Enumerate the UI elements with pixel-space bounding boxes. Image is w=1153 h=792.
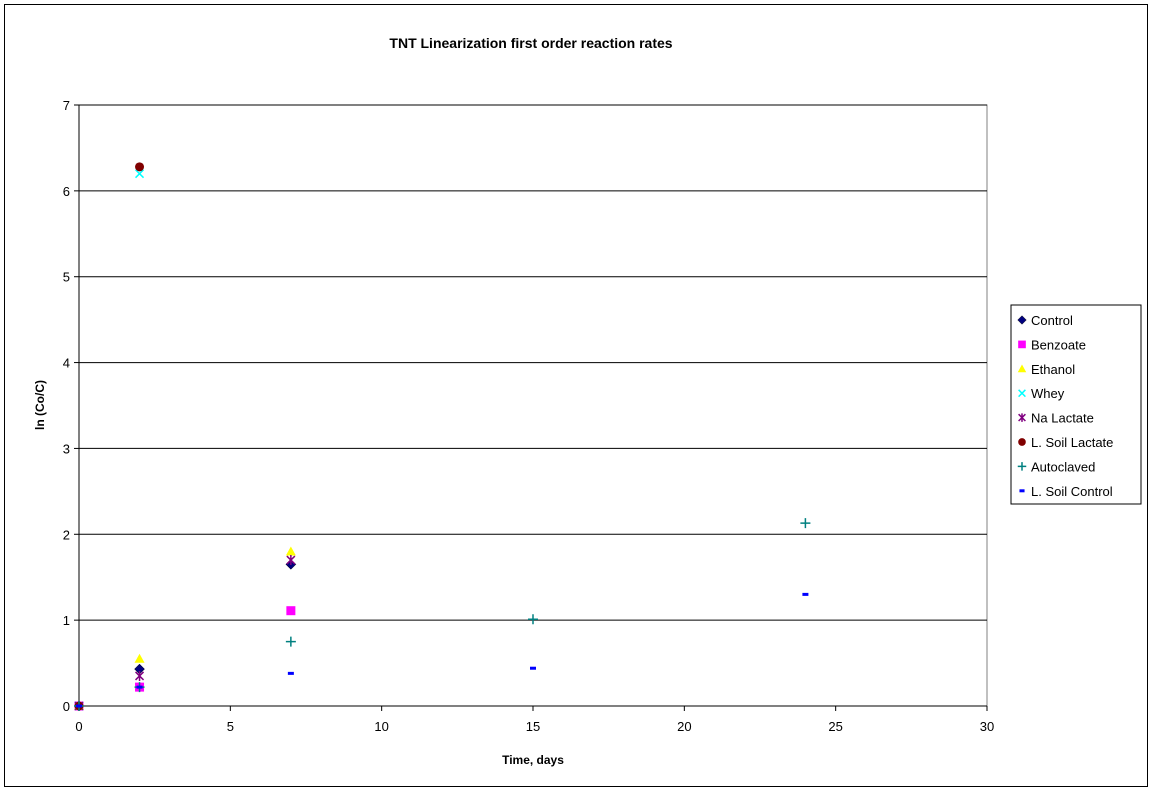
legend-item: Whey (1018, 386, 1065, 401)
legend-label: Na Lactate (1031, 411, 1094, 426)
data-point (286, 606, 296, 616)
x-tick-label: 0 (75, 719, 82, 734)
series-l-soil-control (76, 592, 809, 708)
data-point (135, 670, 145, 681)
data-point (800, 518, 811, 529)
legend-marker (1018, 413, 1026, 422)
data-point (528, 614, 538, 625)
data-points (73, 162, 811, 712)
legend-item: Ethanol (1017, 362, 1075, 377)
legend-label: Ethanol (1031, 362, 1075, 377)
y-tick-labels: 0 1 2 3 4 5 6 7 (63, 98, 70, 714)
legend-marker (1017, 364, 1027, 373)
data-point (135, 162, 145, 172)
legend-marker (1017, 315, 1027, 325)
legend: Control Benzoate Ethanol Whey Na Lactate L. S… (1010, 304, 1142, 505)
legend-item: L. Soil Lactate (1018, 435, 1113, 450)
legend-marker (1017, 462, 1027, 471)
series-l-soil-lactate (74, 162, 145, 711)
data-point (286, 555, 296, 566)
data-point (285, 636, 296, 647)
legend-box (1010, 304, 1142, 505)
legend-label: Control (1031, 313, 1073, 328)
plot-area (78, 104, 988, 707)
legend-label: Autoclaved (1031, 459, 1095, 474)
x-tick-label: 20 (677, 719, 691, 734)
series-autoclaved (74, 518, 811, 711)
y-axis-title: ln (Co/C) (33, 380, 47, 430)
x-tick-label: 10 (374, 719, 388, 734)
legend-label: Benzoate (1031, 337, 1086, 352)
legend-item: Benzoate (1018, 337, 1086, 352)
legend-label: L. Soil Control (1031, 484, 1113, 499)
data-point (802, 592, 809, 596)
legend-marker (1019, 489, 1025, 493)
data-point (530, 666, 536, 670)
y-tick-label: 6 (63, 184, 70, 199)
y-tick-label: 2 (63, 527, 70, 542)
legend-item: Control (1017, 313, 1073, 328)
x-tick-label: 15 (526, 719, 540, 734)
x-tick-label: 30 (980, 719, 994, 734)
legend-label: L. Soil Lactate (1031, 435, 1113, 450)
legend-item: Na Lactate (1018, 411, 1094, 426)
x-tick-label: 25 (828, 719, 842, 734)
y-tick-label: 5 (63, 270, 70, 285)
gridlines (79, 104, 987, 621)
data-point (285, 546, 296, 556)
x-axis-title: Time, days (502, 753, 564, 767)
legend-marker (1018, 340, 1026, 349)
legend-item: L. Soil Control (1019, 484, 1113, 499)
data-point (287, 671, 294, 675)
data-point (135, 169, 145, 179)
x-tick-label: 5 (227, 719, 234, 734)
legend-item: Autoclaved (1017, 459, 1095, 474)
data-point (76, 704, 82, 708)
data-point (134, 653, 145, 663)
legend-marker (1018, 389, 1026, 398)
y-tick-label: 1 (63, 613, 70, 628)
legend-marker (1018, 438, 1026, 446)
data-point (136, 685, 143, 689)
x-tick-labels: 0 5 10 15 20 25 30 (75, 719, 994, 734)
legend-label: Whey (1031, 386, 1065, 401)
y-tick-label: 3 (63, 441, 70, 456)
y-tick-label: 4 (63, 356, 70, 371)
y-tick-label: 7 (63, 98, 70, 113)
y-tick-label: 0 (63, 699, 70, 714)
chart-title: TNT Linearization first order reaction r… (389, 35, 672, 51)
